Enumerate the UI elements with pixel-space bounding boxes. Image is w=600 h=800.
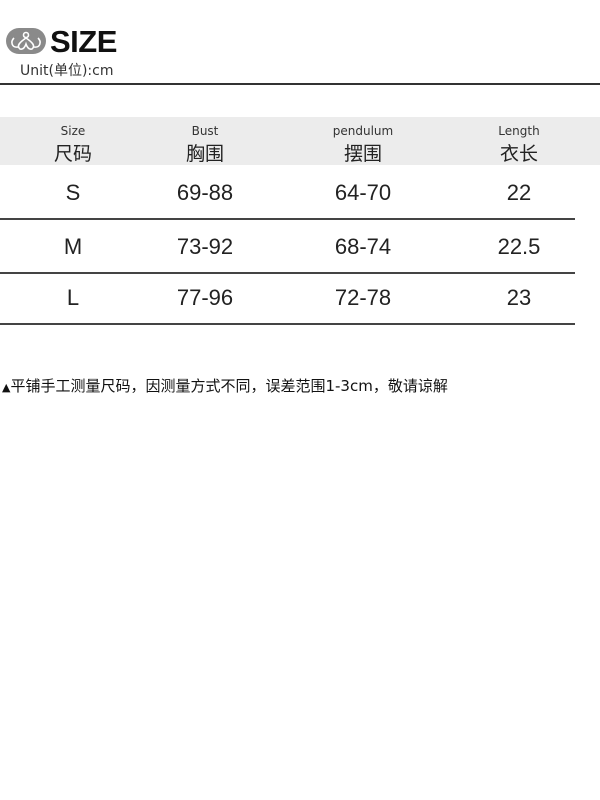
col-bust-cn: 胸围 xyxy=(185,143,224,165)
note-text: 平铺手工测量尺码，因测量方式不同，误差范围1-3cm，敬请谅解 xyxy=(10,377,448,395)
cell-length: 22.5 xyxy=(497,234,541,259)
triangle-up-icon: ▲ xyxy=(2,381,11,394)
table-header: Size 尺码 Bust 胸围 pendulum 摆围 Length 衣长 xyxy=(0,117,600,165)
cell-pendulum: 64-70 xyxy=(334,180,392,205)
col-size-en: Size xyxy=(60,124,86,138)
cell-bust: 69-88 xyxy=(176,180,234,205)
cell-bust: 77-96 xyxy=(176,285,234,310)
cell-size: L xyxy=(66,285,80,310)
col-pendulum-cn: 摆围 xyxy=(343,143,382,165)
row-divider xyxy=(0,272,575,274)
page-title: SIZE xyxy=(50,24,117,59)
lotus-logo-icon xyxy=(6,28,46,54)
cell-size: S xyxy=(65,180,81,205)
divider xyxy=(0,83,600,85)
measurement-note: ▲平铺手工测量尺码，因测量方式不同，误差范围1-3cm，敬请谅解 xyxy=(2,375,448,396)
col-bust-en: Bust xyxy=(191,124,219,138)
col-length-en: Length xyxy=(498,124,540,138)
row-divider xyxy=(0,218,575,220)
cell-length: 23 xyxy=(506,285,532,310)
cell-pendulum: 68-74 xyxy=(334,234,392,259)
col-size-cn: 尺码 xyxy=(53,143,92,165)
cell-pendulum: 72-78 xyxy=(334,285,392,310)
unit-label: Unit(单位):cm xyxy=(20,63,114,79)
cell-bust: 73-92 xyxy=(176,234,234,259)
row-divider xyxy=(0,323,575,325)
col-pendulum-en: pendulum xyxy=(332,124,394,138)
cell-size: M xyxy=(63,234,83,259)
col-length-cn: 衣长 xyxy=(499,143,538,165)
cell-length: 22 xyxy=(506,180,532,205)
